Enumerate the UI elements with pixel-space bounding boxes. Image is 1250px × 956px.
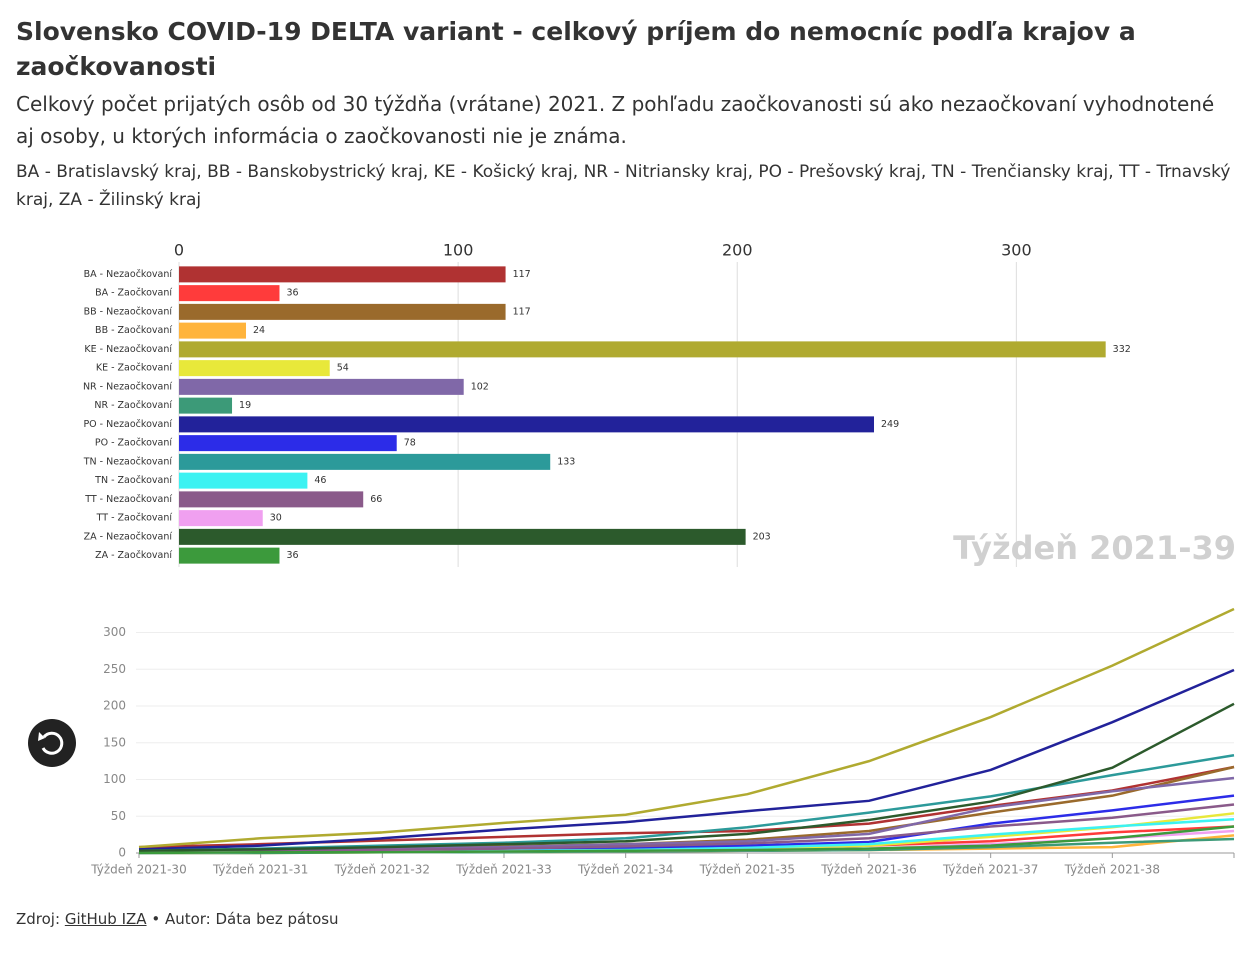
series-line: [138, 702, 1235, 853]
bar: [179, 491, 364, 508]
category-label: TT - Zaočkovaní: [96, 513, 173, 524]
note: BA - Bratislavský kraj, BB - Banskobystr…: [16, 162, 1231, 210]
value-label: 332: [1113, 344, 1131, 355]
replay-button[interactable]: [28, 719, 76, 767]
value-label: 30: [270, 513, 282, 524]
x-tick-label: Týždeň 2021-33: [455, 863, 551, 877]
bar: [179, 303, 506, 320]
category-label: BA - Zaočkovaní: [95, 288, 172, 299]
value-label: 54: [337, 363, 349, 374]
value-label: 46: [314, 475, 326, 486]
y-tick-label: 0: [118, 846, 126, 860]
value-label: 36: [286, 550, 298, 561]
bar: [179, 528, 746, 545]
category-label: ZA - Zaočkovaní: [95, 550, 172, 561]
value-label: 117: [513, 269, 531, 280]
bar: [179, 322, 246, 339]
category-label: ZA - Nezaočkovaní: [84, 531, 173, 542]
category-label: PO - Zaočkovaní: [95, 438, 172, 449]
bar: [179, 341, 1106, 358]
category-label: BB - Nezaočkovaní: [84, 306, 173, 317]
value-label: 24: [253, 325, 265, 336]
subtitle: Celkový počet prijatých osôb od 30 týždň…: [16, 92, 1215, 148]
value-label: 203: [753, 531, 771, 542]
category-label: TN - Zaočkovaní: [94, 475, 172, 486]
bar: [179, 360, 330, 377]
value-label: 36: [286, 288, 298, 299]
source-label: Zdroj:: [16, 910, 61, 928]
category-label: PO - Nezaočkovaní: [83, 419, 172, 430]
y-tick-label: 50: [111, 809, 126, 823]
bar: [179, 453, 551, 470]
y-tick-label: 250: [103, 662, 126, 676]
footer: Zdroj: GitHub IZA • Autor: Dáta bez páto…: [16, 910, 339, 928]
author: • Autor: Dáta bez pátosu: [151, 910, 339, 928]
category-label: NR - Nezaočkovaní: [83, 381, 172, 392]
series-line: [138, 668, 1235, 851]
category-label: KE - Nezaočkovaní: [84, 344, 172, 355]
series-line: [138, 803, 1235, 854]
x-tick-label: Týždeň 2021-36: [820, 863, 916, 877]
value-label: 249: [881, 419, 899, 430]
bar: [179, 285, 280, 302]
bar: [179, 266, 506, 283]
bar: [179, 378, 464, 395]
value-label: 66: [370, 494, 382, 505]
value-label: 19: [239, 400, 251, 411]
x-tick-label: 200: [722, 241, 753, 260]
y-tick-label: 150: [103, 735, 126, 749]
x-tick-label: Týždeň 2021-31: [212, 863, 308, 877]
source-link[interactable]: GitHub IZA: [64, 910, 147, 928]
x-tick-label: Týždeň 2021-30: [90, 863, 186, 877]
title: Slovensko COVID-19 DELTA variant - celko…: [16, 17, 1136, 81]
category-label: KE - Zaočkovaní: [96, 363, 173, 374]
series-line: [138, 607, 1235, 849]
x-tick-label: Týždeň 2021-38: [1064, 863, 1160, 877]
x-tick-label: 100: [443, 241, 474, 260]
category-label: TT - Nezaočkovaní: [84, 494, 172, 505]
bar: [179, 547, 280, 564]
category-label: NR - Zaočkovaní: [94, 400, 172, 411]
category-label: BA - Nezaočkovaní: [84, 269, 173, 280]
y-tick-label: 100: [103, 772, 126, 786]
x-tick-label: Týždeň 2021-35: [699, 863, 795, 877]
annotation: Týždeň 2021-39: [953, 529, 1236, 567]
x-tick-label: 0: [174, 241, 184, 260]
bar: [179, 397, 233, 414]
category-label: TN - Nezaočkovaní: [83, 456, 173, 467]
x-tick-label: Týždeň 2021-34: [577, 863, 673, 877]
header: Slovensko COVID-19 DELTA variant - celko…: [16, 14, 1236, 214]
series-line: [138, 825, 1235, 855]
x-tick-label: Týždeň 2021-32: [334, 863, 430, 877]
value-label: 117: [513, 306, 531, 317]
value-label: 78: [404, 438, 416, 449]
bar: [179, 510, 263, 527]
x-tick-label: 300: [1001, 241, 1032, 260]
bar: [179, 416, 875, 433]
bar: [179, 435, 397, 452]
x-tick-label: Týždeň 2021-37: [942, 863, 1038, 877]
y-tick-label: 300: [103, 625, 126, 639]
y-tick-label: 200: [103, 699, 126, 713]
category-label: BB - Zaočkovaní: [95, 325, 172, 336]
value-label: 102: [471, 381, 489, 392]
value-label: 133: [557, 456, 575, 467]
bar: [179, 472, 308, 489]
